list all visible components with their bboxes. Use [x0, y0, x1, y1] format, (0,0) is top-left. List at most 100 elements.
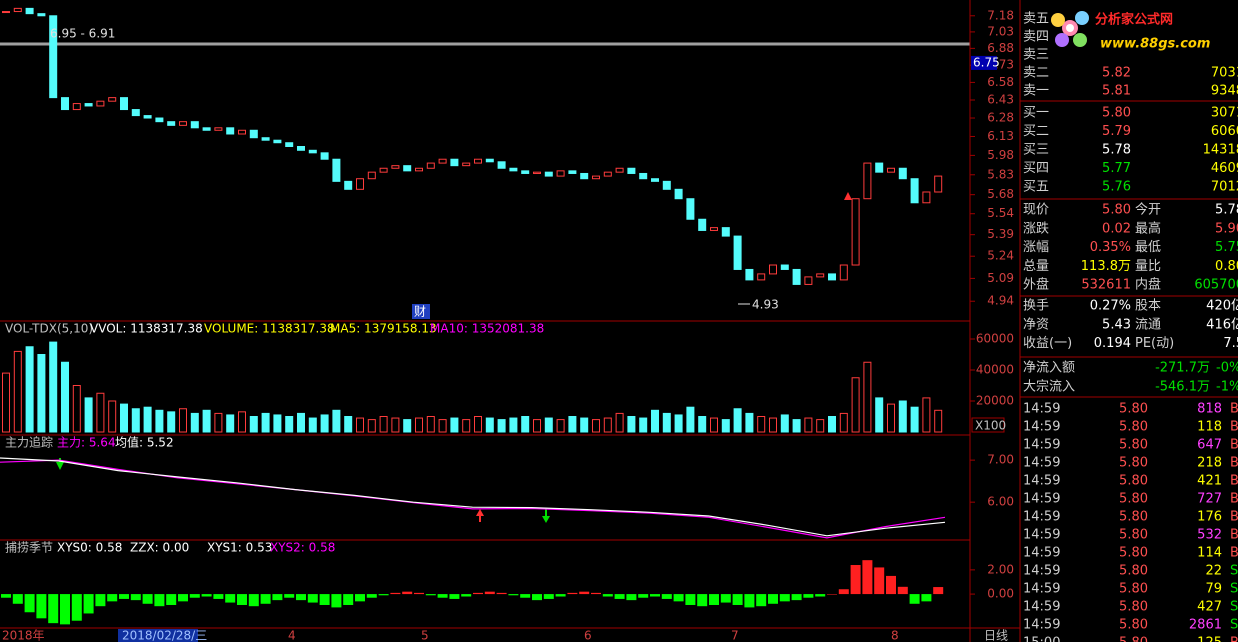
volume-bar — [84, 397, 93, 433]
volume-bar — [273, 414, 282, 433]
volume-bar — [887, 403, 895, 433]
quote-cell: 22 — [1205, 564, 1222, 579]
quote-cell: 5.76 — [1102, 180, 1131, 195]
y-tick-label: 2.00 — [987, 562, 1014, 576]
candle — [438, 158, 447, 164]
quote-cell: 5.80 — [1119, 438, 1148, 453]
volume-bar — [367, 419, 376, 433]
candle — [485, 158, 494, 163]
y-tick-label: 5.68 — [987, 187, 1014, 201]
quote-cell: 7031 — [1211, 66, 1238, 81]
quote-cell: 605700 — [1194, 278, 1238, 293]
volume-bar — [25, 346, 34, 433]
quote-cell: B — [1230, 492, 1238, 507]
date-highlight — [118, 629, 198, 642]
histogram-bar — [24, 594, 35, 613]
volume-bar — [875, 397, 884, 433]
candle — [627, 167, 636, 174]
histogram-bar — [532, 594, 542, 601]
quote-cell: 净流入额 — [1023, 361, 1075, 376]
y-tick-label: 5.83 — [987, 167, 1014, 181]
volume-bar — [332, 409, 341, 433]
volume-bar — [851, 377, 860, 433]
quote-cell: 5.78 — [1102, 143, 1131, 158]
y-tick-label: 40000 — [976, 363, 1014, 377]
histogram-bar — [720, 594, 731, 603]
candle — [533, 171, 541, 174]
volume-bar — [167, 411, 176, 433]
signal-arrow — [476, 509, 484, 516]
histogram-bar — [355, 594, 365, 602]
quote-cell: 卖二 — [1023, 66, 1049, 81]
x-tick-label: 8 — [891, 629, 899, 642]
quote-cell: 买五 — [1023, 180, 1049, 195]
y-tick-label: 5.98 — [987, 148, 1014, 162]
histogram-bar — [48, 594, 59, 624]
histogram-bar — [390, 592, 401, 595]
histogram-bar — [213, 594, 224, 599]
volume-bar — [509, 417, 518, 433]
candle — [462, 162, 471, 167]
quote-cell: 涨幅 — [1023, 240, 1049, 255]
indicator-header: ZZX: 0.00 — [130, 541, 189, 555]
candle — [674, 188, 683, 200]
period-label: 日线 — [984, 629, 1008, 642]
quote-cell: 14:59 — [1023, 456, 1060, 471]
quote-cell: 5.75 — [1215, 240, 1238, 255]
volume-bar — [922, 397, 931, 433]
candle — [521, 170, 530, 174]
candle — [875, 162, 884, 173]
volume-bar — [190, 412, 199, 433]
quote-cell: 14:59 — [1023, 420, 1060, 435]
y-tick-label: 60000 — [976, 332, 1014, 346]
quote-cell: 涨跌 — [1023, 220, 1049, 236]
histogram-bar — [189, 594, 200, 598]
volume-bar — [297, 412, 305, 433]
histogram-bar — [119, 594, 129, 599]
histogram-bar — [508, 594, 519, 596]
volume-bar — [214, 412, 223, 433]
annotation-box — [412, 304, 430, 319]
quote-cell: 176 — [1197, 510, 1222, 525]
histogram-bar — [248, 594, 259, 607]
quote-cell: 大宗流入 — [1023, 379, 1075, 395]
quote-cell: S — [1230, 582, 1238, 597]
candle — [61, 97, 69, 111]
logo-icon — [1051, 11, 1089, 47]
quote-cell: 0.194 — [1094, 336, 1131, 351]
quote-cell: S — [1230, 618, 1238, 633]
candle — [356, 178, 364, 190]
quote-cell: 量比 — [1135, 259, 1161, 274]
candle — [721, 227, 730, 237]
candle — [190, 121, 199, 129]
x-tick-label: 2018年 — [2, 629, 45, 642]
histogram-bar — [567, 592, 578, 595]
indicator-header: VOLUME: 1138317.38 — [204, 322, 335, 336]
volume-bar — [155, 409, 164, 433]
volume-bar — [639, 417, 648, 433]
y-tick-label: 7.00 — [987, 453, 1014, 467]
candle — [639, 172, 648, 180]
quote-cell: 818 — [1197, 402, 1222, 417]
volume-bar — [308, 417, 317, 433]
histogram-bar — [12, 594, 23, 604]
histogram-bar — [650, 594, 660, 597]
histogram-bar — [142, 594, 153, 604]
histogram-bar — [815, 594, 826, 597]
quote-cell: 14:59 — [1023, 402, 1060, 417]
histogram-bar — [60, 594, 70, 625]
volume-bar — [261, 412, 270, 433]
volume-bar — [72, 385, 81, 433]
quote-cell: 5.80 — [1102, 203, 1131, 218]
histogram-bar — [449, 594, 460, 599]
histogram-bar — [260, 594, 271, 604]
candle — [651, 178, 659, 182]
candle — [568, 170, 577, 174]
volume-bar — [49, 341, 58, 433]
quote-cell: 647 — [1197, 438, 1222, 453]
quote-cell: 卖一 — [1023, 84, 1049, 99]
volume-bar — [780, 414, 789, 433]
candle — [391, 165, 400, 169]
quote-cell: 5.80 — [1119, 492, 1148, 507]
annotation: 4.93 — [752, 298, 779, 312]
